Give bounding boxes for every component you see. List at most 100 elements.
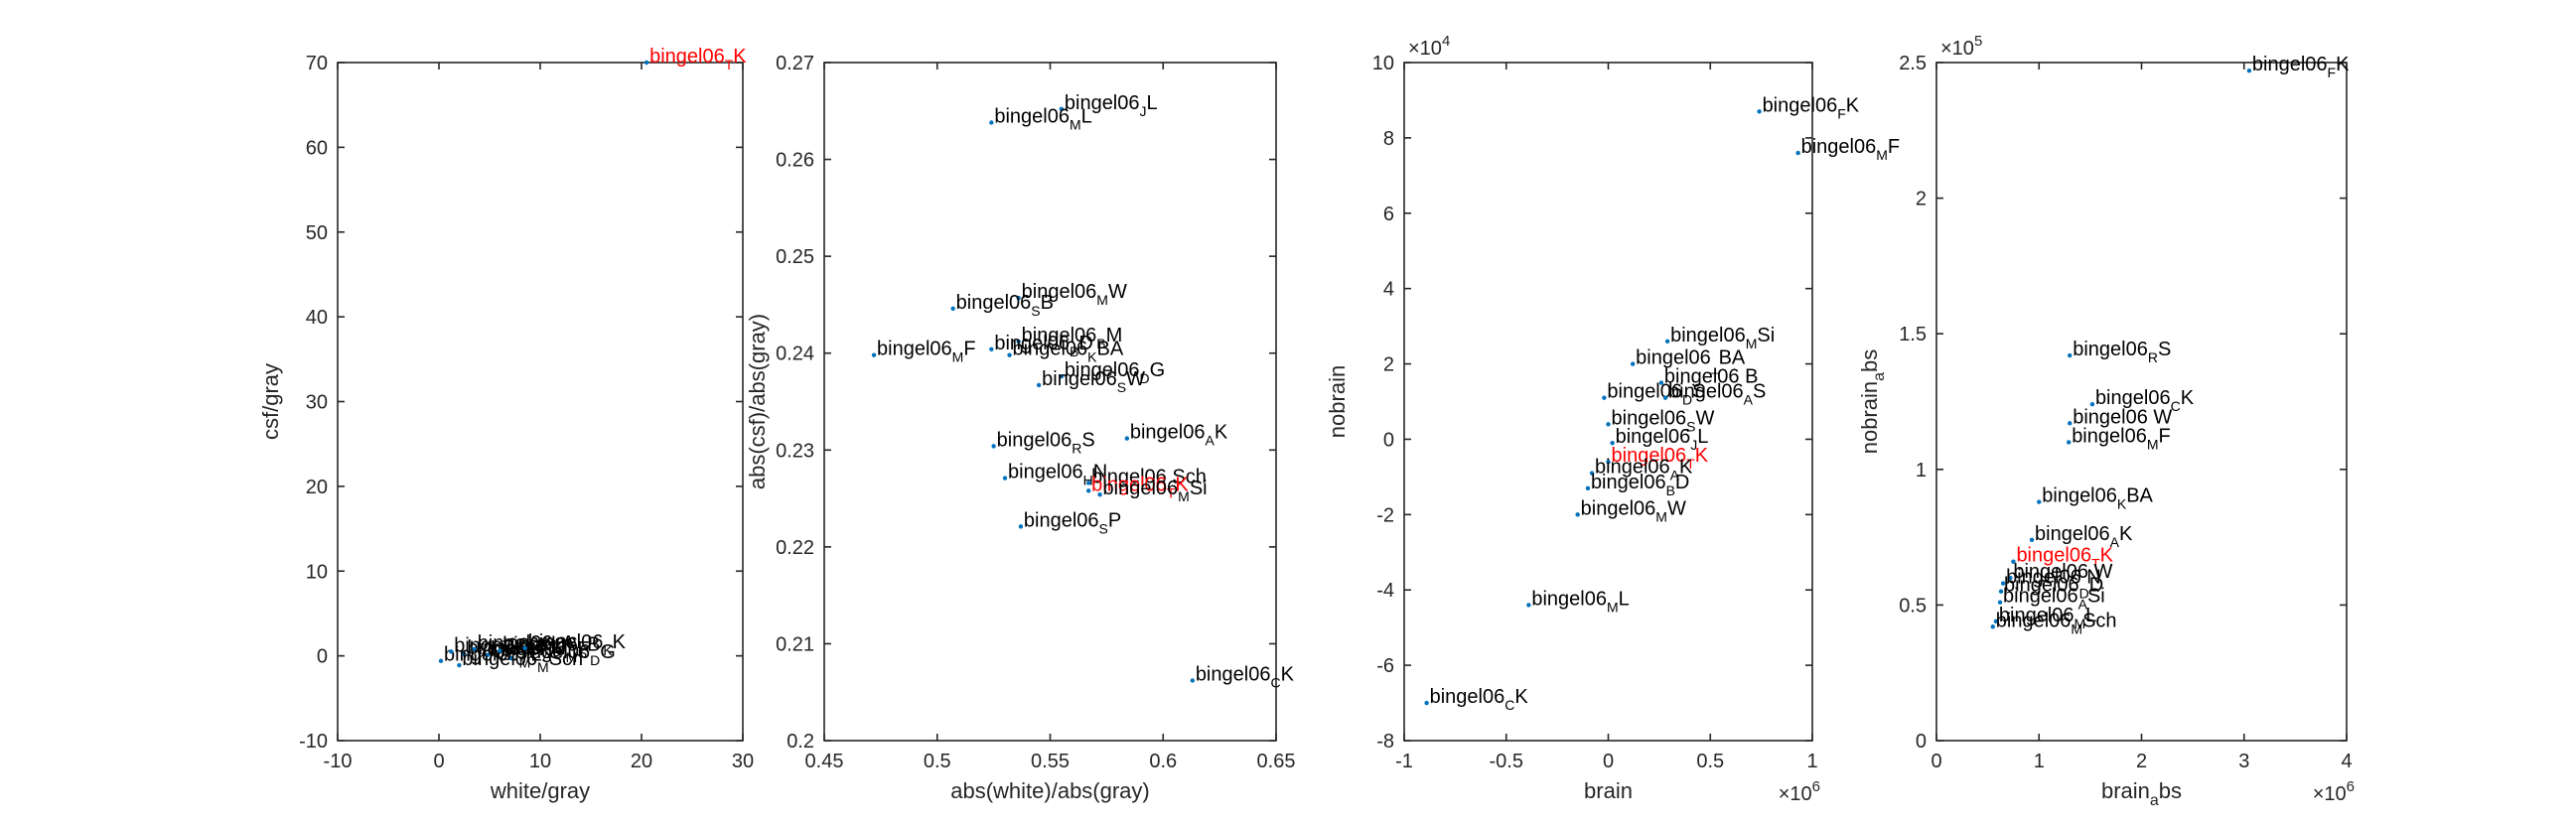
- y-tick-label: 4: [1383, 279, 1394, 301]
- y-tick-label: 0.5: [1899, 595, 1927, 617]
- y-exponent-label: ×105: [1940, 33, 1982, 60]
- data-point: [2037, 499, 2042, 504]
- data-point: [950, 306, 955, 312]
- data-point: [1998, 589, 2004, 594]
- x-tick-label: 0.65: [1257, 751, 1296, 772]
- x-tick-label: 0.45: [805, 751, 844, 772]
- point-label: bingel06 W: [2013, 561, 2112, 583]
- point-label: bingel06RS: [997, 429, 1095, 456]
- data-point: [1658, 380, 1664, 385]
- point-label: bingel06AK: [1595, 457, 1693, 483]
- x-tick-label: 1: [1806, 751, 1817, 772]
- data-point: [509, 655, 514, 661]
- y-tick-label: -2: [1376, 504, 1394, 526]
- data-point: [1085, 481, 1091, 485]
- point-label: bingel06MF: [2072, 425, 2171, 452]
- point-label: bingel06JL: [1065, 92, 1158, 119]
- point-label: bingel06 Sch: [1091, 466, 1207, 487]
- data-point: [449, 649, 454, 654]
- y-axis-label: abs(csf)/abs(gray): [745, 314, 770, 489]
- x-tick-label: 0.5: [1696, 751, 1724, 772]
- y-exponent-label: ×104: [1408, 33, 1450, 60]
- data-point: [1085, 488, 1091, 493]
- y-tick-label: 1: [1916, 460, 1927, 482]
- point-label: bingel06BA: [478, 632, 576, 659]
- y-axis-label: nobrain: [1325, 365, 1350, 438]
- data-point: [1630, 361, 1636, 366]
- x-tick-label: 3: [2238, 751, 2249, 772]
- data-point: [462, 651, 467, 657]
- point-label: bingel06CK: [1430, 686, 1529, 713]
- data-point: [989, 120, 994, 125]
- data-point: [498, 648, 502, 653]
- point-label: bingel06KK: [528, 631, 627, 658]
- y-tick-label: 2.5: [1899, 53, 1927, 74]
- y-tick-label: 2: [1383, 354, 1394, 376]
- point-label: bingel06KBA: [2042, 485, 2153, 512]
- data-point: [2068, 421, 2073, 426]
- x-tick-label: 30: [732, 751, 754, 772]
- point-label: bingel06ML: [994, 105, 1091, 132]
- data-point: [2000, 581, 2006, 586]
- data-point: [1190, 678, 1196, 683]
- y-tick-label: 0.22: [776, 537, 814, 559]
- data-point: [1606, 422, 1611, 427]
- x-tick-label: 2: [2136, 751, 2147, 772]
- y-tick-label: -6: [1376, 655, 1394, 677]
- data-point: [1097, 491, 1102, 497]
- x-tick-label: 0.6: [1149, 751, 1177, 772]
- x-tick-label: 4: [2341, 751, 2352, 772]
- data-point: [1016, 295, 1021, 301]
- point-label: bingel06 N: [2006, 567, 2101, 589]
- data-point: [1036, 382, 1042, 388]
- point-label: bingel06BD: [994, 333, 1092, 359]
- y-tick-label: 0.25: [776, 246, 814, 268]
- data-point: [991, 444, 996, 449]
- y-tick-label: -8: [1376, 731, 1394, 753]
- y-tick-label: -10: [299, 731, 328, 753]
- x-tick-label: -1: [1395, 751, 1413, 772]
- data-point: [472, 646, 477, 651]
- data-point: [457, 662, 462, 668]
- point-label: bingel06MW: [1022, 281, 1127, 308]
- y-tick-label: 10: [1372, 53, 1394, 74]
- point-label: bingel06MF: [877, 339, 976, 365]
- data-point: [2011, 559, 2016, 564]
- point-label: bingel06MSi: [1670, 325, 1775, 351]
- point-label: bingel06TK: [2016, 545, 2113, 572]
- y-axis-label: csf/gray: [258, 363, 283, 440]
- x-exponent-label: ×106: [1779, 778, 1820, 805]
- data-point: [871, 352, 877, 357]
- data-point: [1610, 441, 1615, 446]
- y-tick-label: 0: [1916, 731, 1927, 753]
- data-point: [1059, 106, 1065, 112]
- x-tick-label: 20: [631, 751, 652, 772]
- point-label: bingel06HN: [1008, 462, 1107, 488]
- y-tick-label: 60: [306, 137, 328, 159]
- subplot-2: 0.45 0.5 0.55 0.6 0.65 0.2 0.21 0.22 0.23 0.24 0.2…: [745, 53, 1295, 803]
- data-point: [1662, 395, 1668, 400]
- data-point: [1606, 460, 1611, 465]
- x-tick-label: 10: [529, 751, 551, 772]
- y-tick-label: 8: [1383, 128, 1394, 150]
- point-label: bingel06CK: [2095, 387, 2195, 414]
- data-point: [1575, 512, 1580, 517]
- y-tick-label: 1.5: [1899, 324, 1927, 345]
- point-label: bingel06SB: [502, 634, 600, 661]
- point-label: bingel06MW: [1581, 497, 1686, 524]
- x-tick-label: 0.5: [924, 751, 951, 772]
- point-label: bingel06ML: [1531, 588, 1629, 615]
- data-point: [1757, 109, 1762, 114]
- point-label: bingel06SW: [1042, 368, 1145, 395]
- point-label: bingel06JL: [1616, 426, 1709, 453]
- point-label: bingel06TK: [649, 46, 747, 72]
- data-point: [1016, 339, 1021, 345]
- point-label: bingel06BM: [1022, 325, 1123, 351]
- point-label: bingel06DG: [1065, 359, 1165, 386]
- point-label: bingel06AS: [1668, 381, 1766, 408]
- data-point: [2066, 440, 2072, 445]
- data-point: [2246, 68, 2252, 73]
- data-point: [1589, 471, 1595, 476]
- point-label: bingel06TK: [1091, 474, 1189, 500]
